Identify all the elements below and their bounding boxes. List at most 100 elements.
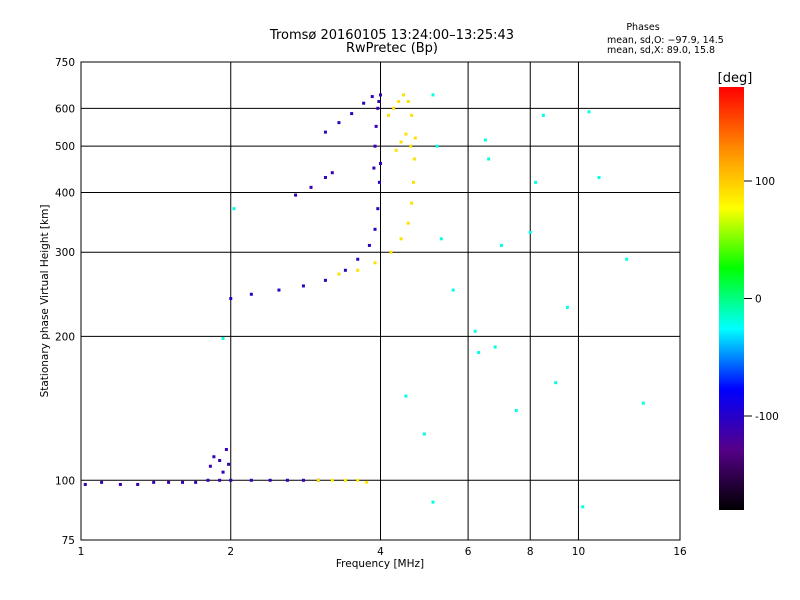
data-point: [534, 180, 538, 184]
legend-line-x: mean, sd,X: 89.0, 15.8: [607, 45, 715, 56]
data-point: [100, 480, 104, 484]
data-point: [392, 106, 396, 110]
data-point: [221, 336, 225, 340]
colorbar-tick-label: -100: [755, 411, 779, 423]
data-point: [330, 478, 334, 482]
data-points: [83, 93, 645, 509]
data-point: [411, 180, 415, 184]
x-axis-label: Frequency [MHz]: [336, 558, 424, 570]
data-point: [249, 478, 253, 482]
data-point: [227, 462, 231, 466]
colorbar-tick-label: 0: [755, 294, 762, 306]
data-point: [232, 207, 236, 211]
data-point: [399, 140, 403, 144]
data-point: [409, 144, 413, 148]
data-point: [597, 175, 601, 179]
data-point: [83, 482, 87, 486]
y-tick-label: 75: [62, 535, 75, 547]
data-point: [377, 180, 381, 184]
data-point: [587, 110, 591, 114]
data-point: [435, 144, 439, 148]
data-point: [406, 221, 410, 225]
data-point: [356, 478, 360, 482]
data-point: [277, 288, 281, 292]
data-point: [323, 175, 327, 179]
data-point: [206, 478, 210, 482]
data-point: [410, 201, 414, 205]
y-tick-label: 500: [55, 141, 75, 153]
data-point: [373, 261, 377, 265]
x-tick-label: 8: [527, 546, 534, 558]
data-point: [316, 478, 320, 482]
data-point: [493, 345, 497, 349]
data-point: [397, 100, 401, 104]
data-point: [554, 381, 558, 385]
data-point: [565, 305, 569, 309]
data-point: [152, 480, 156, 484]
data-point: [118, 482, 122, 486]
data-point: [323, 130, 327, 134]
data-point: [389, 250, 393, 254]
data-point: [477, 351, 481, 355]
data-point: [439, 237, 443, 241]
grid: [81, 62, 680, 540]
data-point: [386, 113, 390, 117]
data-point: [136, 482, 140, 486]
y-tick-label: 400: [55, 187, 75, 199]
data-point: [404, 132, 408, 136]
data-point: [372, 166, 376, 170]
data-point: [374, 124, 378, 128]
data-point: [229, 478, 233, 482]
x-tick-label: 1: [78, 546, 85, 558]
x-tick-label: 10: [572, 546, 585, 558]
data-point: [294, 193, 298, 197]
data-point: [373, 144, 377, 148]
data-point: [451, 288, 455, 292]
data-point: [221, 470, 225, 474]
data-point: [431, 93, 435, 97]
data-point: [181, 480, 185, 484]
data-point: [404, 394, 408, 398]
colorbar: [719, 87, 744, 510]
data-point: [212, 455, 216, 459]
data-point: [224, 447, 228, 451]
data-point: [268, 478, 272, 482]
data-point: [377, 100, 381, 104]
x-axis: 1 2 4 6 8 10 16: [78, 546, 687, 558]
data-point: [337, 121, 341, 125]
data-point: [410, 113, 414, 117]
data-point: [399, 237, 403, 241]
x-tick-label: 4: [377, 546, 384, 558]
data-point: [323, 278, 327, 282]
colorbar-label: [deg]: [718, 71, 753, 86]
data-point: [373, 227, 377, 231]
data-point: [370, 95, 374, 99]
plot-frame: [80, 61, 681, 541]
data-point: [483, 138, 487, 142]
y-tick-label: 100: [55, 475, 75, 487]
colorbar-ticks: 100 0 -100: [744, 176, 779, 423]
data-point: [394, 148, 398, 152]
y-tick-label: 600: [55, 103, 75, 115]
x-tick-label: 6: [465, 546, 472, 558]
data-point: [167, 480, 171, 484]
data-point: [356, 268, 360, 272]
data-point: [402, 93, 406, 97]
data-point: [625, 257, 629, 261]
data-point: [406, 100, 410, 104]
data-point: [218, 458, 222, 462]
data-point: [431, 500, 435, 504]
legend-line-o: mean, sd,O: −97.9, 14.5: [607, 35, 724, 46]
x-tick-label: 16: [673, 546, 687, 558]
data-point: [412, 157, 416, 161]
data-point: [229, 297, 233, 301]
data-point: [337, 272, 341, 276]
data-point: [285, 478, 289, 482]
data-point: [309, 185, 313, 189]
data-point: [330, 171, 334, 175]
data-point: [343, 478, 347, 482]
colorbar-tick-label: 100: [755, 176, 775, 188]
chart-title: Tromsø 20160105 13:24:00–13:25:43: [269, 28, 514, 43]
data-point: [376, 207, 380, 211]
